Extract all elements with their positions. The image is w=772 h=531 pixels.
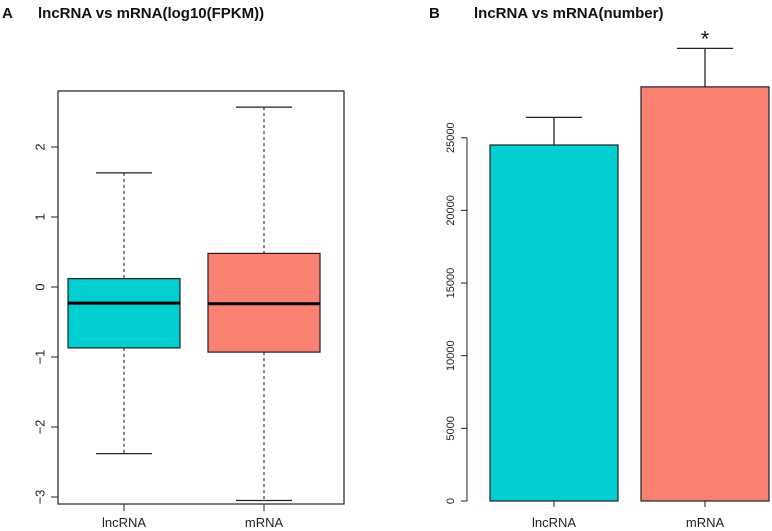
- panel-a-y-tick-label: −3: [33, 490, 48, 505]
- panel-a-y-tick-label: −1: [33, 350, 48, 365]
- panel-b-letter: B: [429, 5, 440, 22]
- panel-a: A lncRNA vs mRNA(log10(FPKM)) −3−2−1012 …: [2, 5, 345, 530]
- panel-b: B lncRNA vs mRNA(number) 0 5000 10000 15000…: [429, 5, 770, 530]
- panel-b-y-tick-label: 5000: [445, 416, 457, 440]
- panel-b-y-tick-label: 0: [445, 498, 457, 504]
- bar-mRNA: [640, 86, 770, 502]
- panel-a-y-tick-label: −2: [33, 420, 48, 435]
- panel-b-x-tick-label: lncRNA: [532, 515, 576, 530]
- panel-a-letter: A: [2, 5, 13, 22]
- panel-a-x-tick-label: mRNA: [245, 515, 284, 530]
- panel-b-y-axis: 0 5000 10000 15000 20000 25000: [445, 122, 468, 504]
- box-mRNA: [207, 106, 321, 502]
- panel-b-y-tick-label: 15000: [445, 268, 457, 299]
- panel-a-y-axis: −3 −2 −1 0 1 2: [33, 143, 59, 504]
- box-lncRNA: [67, 172, 181, 455]
- panel-b-y-tick-label: 20000: [445, 195, 457, 226]
- panel-a-y-tick-label: 1: [33, 213, 48, 220]
- panel-a-title: lncRNA vs mRNA(log10(FPKM)): [38, 5, 264, 22]
- panel-a-y-tick-label: 2: [33, 143, 48, 150]
- panel-b-x-tick-label: mRNA: [686, 515, 725, 530]
- bar-lncRNA: [489, 144, 619, 502]
- panel-a-boxes: [67, 106, 321, 502]
- panel-b-x-axis: lncRNA mRNA: [532, 501, 725, 530]
- panel-a-y-tick-label: 0: [33, 283, 48, 290]
- panel-a-x-axis: lncRNA mRNA: [102, 503, 284, 530]
- panel-a-x-tick-label: lncRNA: [102, 515, 146, 530]
- significance-asterisk: *: [701, 26, 710, 51]
- panel-b-y-tick-label: 10000: [445, 340, 457, 371]
- panel-b-y-tick-label: 25000: [445, 122, 457, 153]
- panel-b-title: lncRNA vs mRNA(number): [474, 5, 663, 22]
- panel-b-bars: *: [489, 26, 770, 502]
- box-iqr: [67, 278, 181, 349]
